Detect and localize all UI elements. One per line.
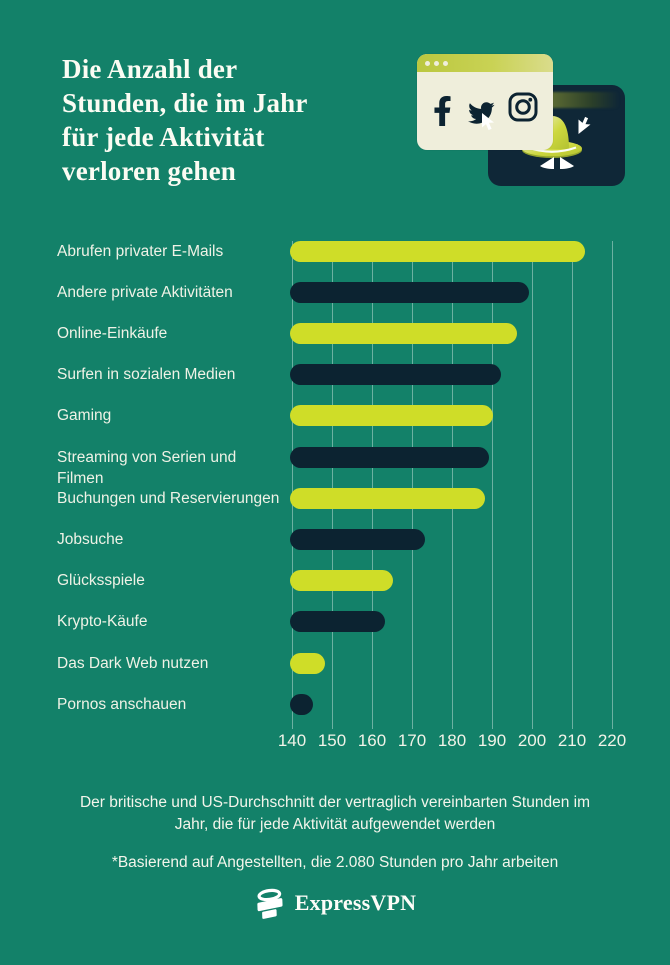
bar xyxy=(289,487,485,509)
bar-label: Das Dark Web nutzen xyxy=(57,654,209,672)
x-tick-label: 180 xyxy=(437,731,467,750)
bar xyxy=(289,281,529,303)
spy-eyes-icon xyxy=(540,157,574,169)
bar-label: Abrufen privater E-Mails xyxy=(57,242,224,260)
facebook-icon xyxy=(434,96,451,126)
gridline xyxy=(492,241,493,729)
gridline xyxy=(452,241,453,729)
gridline xyxy=(292,241,293,729)
expressvpn-wordmark: ExpressVPN xyxy=(294,890,417,915)
bar xyxy=(289,652,325,674)
chart-row: Krypto-Käufe xyxy=(0,611,670,633)
x-tick-label: 200 xyxy=(517,731,547,750)
expressvpn-logo-icon xyxy=(257,888,283,919)
x-tick-label: 140 xyxy=(277,731,307,750)
bar-chart: 140 150 160 170 180 190 200 210 220 Abrufen priv… xyxy=(0,240,670,750)
x-tick-label: 170 xyxy=(397,731,427,750)
bar-label: Krypto-Käufe xyxy=(57,613,148,631)
bar xyxy=(289,528,425,550)
chart-row: Glücksspiele xyxy=(0,570,670,592)
gridline xyxy=(532,241,533,729)
bar-label: Glücksspiele xyxy=(57,572,145,590)
bar xyxy=(289,240,585,262)
expressvpn-logo: ExpressVPN xyxy=(0,886,670,920)
window-dot xyxy=(443,60,448,66)
x-tick-label: 160 xyxy=(357,731,387,750)
chart-row: Abrufen privater E-Mails xyxy=(0,240,670,262)
page-title: Die Anzahl der Stunden, die im Jahr für … xyxy=(62,54,308,186)
chart-row: Streaming von Serien und Filmen xyxy=(0,446,670,487)
cursor-arrow-icon xyxy=(578,116,591,134)
chart-description: Der britische und US-Durchschnitt der ve… xyxy=(79,794,590,833)
chart-row: Das Dark Web nutzen xyxy=(0,652,670,674)
bar-label: Gaming xyxy=(57,407,112,425)
bar xyxy=(289,322,517,344)
bar xyxy=(289,570,393,592)
instagram-icon xyxy=(508,92,538,122)
bar-label: Online-Einkäufe xyxy=(57,324,168,342)
chart-row: Online-Einkäufe xyxy=(0,322,670,344)
chart-row: Surfen in sozialen Medien xyxy=(0,364,670,386)
gridline xyxy=(572,241,573,729)
window-dot xyxy=(425,60,430,66)
bar-label: Pornos anschauen xyxy=(57,695,187,713)
chart-row: Buchungen und Reservierungen xyxy=(0,487,670,509)
bar-label: Buchungen und Reservierungen xyxy=(57,489,280,507)
browser-titlebar xyxy=(417,54,553,72)
header-illustration xyxy=(405,40,640,200)
chart-footnote: *Basierend auf Angestellten, die 2.080 S… xyxy=(111,853,559,871)
x-tick-label: 150 xyxy=(317,731,347,750)
bar xyxy=(289,446,489,468)
bar xyxy=(289,611,385,633)
gridline xyxy=(412,241,413,729)
chart-row: Andere private Aktivitäten xyxy=(0,281,670,303)
gridline xyxy=(612,241,613,729)
chart-row: Jobsuche xyxy=(0,528,670,550)
gridline xyxy=(372,241,373,729)
social-browser-window xyxy=(417,54,553,150)
bar xyxy=(289,364,501,386)
bar-label: Surfen in sozialen Medien xyxy=(57,366,236,384)
cursor-arrow-icon xyxy=(482,113,494,131)
window-dot xyxy=(434,60,439,66)
x-tick-label: 210 xyxy=(557,731,587,750)
window-dots xyxy=(425,60,448,66)
x-tick-label: 220 xyxy=(597,731,627,750)
bar xyxy=(289,405,493,427)
chart-row: Gaming xyxy=(0,405,670,427)
bar xyxy=(289,693,313,715)
gridline xyxy=(332,241,333,729)
chart-row: Pornos anschauen xyxy=(0,693,670,715)
x-tick-label: 190 xyxy=(477,731,507,750)
bar-label: Jobsuche xyxy=(57,530,124,548)
bar-label: Streaming von Serien und Filmen xyxy=(57,448,237,487)
bar-label: Andere private Aktivitäten xyxy=(57,283,233,301)
